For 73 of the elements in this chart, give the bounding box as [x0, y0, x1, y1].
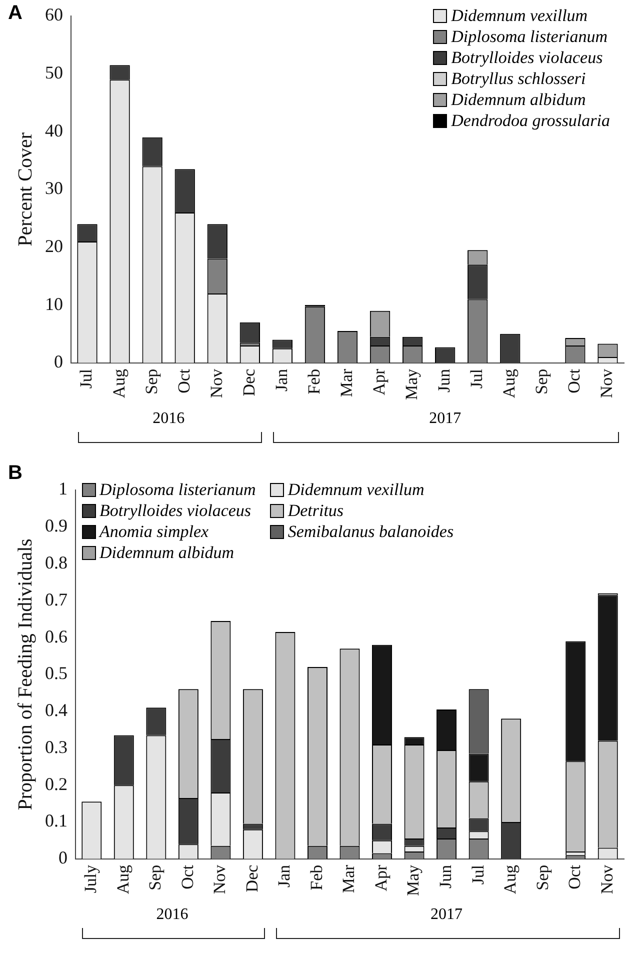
y-tick-label: 50	[45, 62, 63, 83]
y-tick-label: 60	[45, 4, 63, 25]
x-tick-label: May	[404, 864, 423, 896]
y-tick-label: 0.1	[45, 810, 68, 831]
x-tick-label: Jun	[436, 864, 456, 888]
x-tick-label: Jun	[434, 368, 454, 392]
y-tick-label: 0.4	[45, 700, 68, 720]
y-tick-label: 0.6	[45, 626, 68, 646]
x-tick-label: Feb	[304, 368, 324, 394]
x-tick-label: Apr	[370, 368, 388, 396]
y-tick-label: 0.7	[45, 589, 68, 610]
y-tick-label: 0	[58, 848, 68, 868]
legend-label: Didemnum vexillum	[451, 6, 588, 26]
y-axis-title: Proportion of Feeding Individuals	[14, 538, 36, 810]
legend-label: Didemnum vexillum	[288, 480, 424, 500]
legend-label: Botrylloides violaceus	[451, 48, 603, 68]
y-tick-label: 30	[45, 178, 63, 198]
y-tick-label: 1	[58, 478, 68, 499]
y-tick-label: 0.3	[45, 736, 68, 757]
x-tick-label: Oct	[565, 864, 584, 890]
x-tick-label: Feb	[306, 864, 326, 890]
x-tick-label: Nov	[597, 368, 616, 398]
legend-label: Detritus	[288, 501, 344, 521]
y-tick-label: 0.8	[45, 552, 68, 572]
x-tick-label: Jan	[274, 864, 294, 888]
x-tick-label: Jul	[468, 864, 488, 885]
x-tick-label: Nov	[597, 864, 616, 894]
legend-label: Anomia simplex	[100, 522, 209, 542]
x-tick-label: Oct	[174, 368, 194, 394]
legend-label: Diplosoma listerianum	[451, 27, 608, 47]
x-tick-label: Aug	[113, 864, 132, 894]
legend-label: Didemnum albidum	[451, 90, 586, 110]
x-tick-label: Sep	[532, 368, 552, 394]
x-tick-label: July	[81, 864, 100, 894]
legend-label: Botryllus schlosseri	[451, 69, 586, 89]
x-tick-label: Oct	[564, 368, 584, 394]
x-tick-label: Jul	[76, 368, 96, 389]
x-tick-label: Jan	[272, 368, 291, 392]
x-tick-label: Mar	[339, 864, 358, 894]
x-tick-label: Sep	[146, 864, 165, 890]
x-tick-label: Nov	[210, 864, 230, 894]
text: 2016	[152, 410, 185, 428]
y-tick-label: 40	[45, 120, 63, 140]
x-tick-label: Dec	[239, 368, 258, 396]
x-tick-label: Oct	[178, 864, 197, 890]
x-tick-label: Apr	[371, 864, 390, 892]
x-tick-label: Nov	[206, 368, 226, 398]
x-tick-label: Mar	[336, 368, 356, 398]
x-tick-label: Sep	[532, 864, 552, 890]
x-tick-label: Jul	[467, 368, 486, 389]
y-tick-label: 10	[45, 294, 63, 314]
y-tick-label: 0.9	[45, 516, 68, 536]
text: 2017	[430, 906, 463, 924]
chart-title: B	[8, 462, 22, 485]
x-tick-label: May	[402, 368, 422, 400]
chart-title: A	[8, 2, 22, 25]
legend-label: Didemnum albidum	[100, 543, 234, 563]
x-tick-label: Aug	[500, 864, 520, 894]
y-tick-label: 20	[45, 236, 63, 256]
y-axis-title: Percent Cover	[14, 132, 36, 246]
legend-label: Semibalanus balanoides	[288, 522, 454, 542]
x-tick-label: Aug	[109, 368, 128, 398]
y-tick-label: 0	[54, 352, 63, 372]
legend-label: Botrylloides violaceus	[100, 501, 252, 521]
y-tick-label: 0.2	[45, 774, 68, 794]
x-tick-label: Sep	[142, 368, 161, 394]
x-tick-label: Aug	[500, 368, 519, 398]
text: 2016	[156, 906, 188, 924]
legend-label: Diplosoma listerianum	[100, 480, 256, 500]
y-tick-label: 0.5	[45, 663, 68, 684]
legend-label: Dendrodoa grossularia	[451, 111, 610, 131]
x-tick-label: Dec	[242, 864, 262, 892]
text: 2017	[429, 410, 462, 428]
